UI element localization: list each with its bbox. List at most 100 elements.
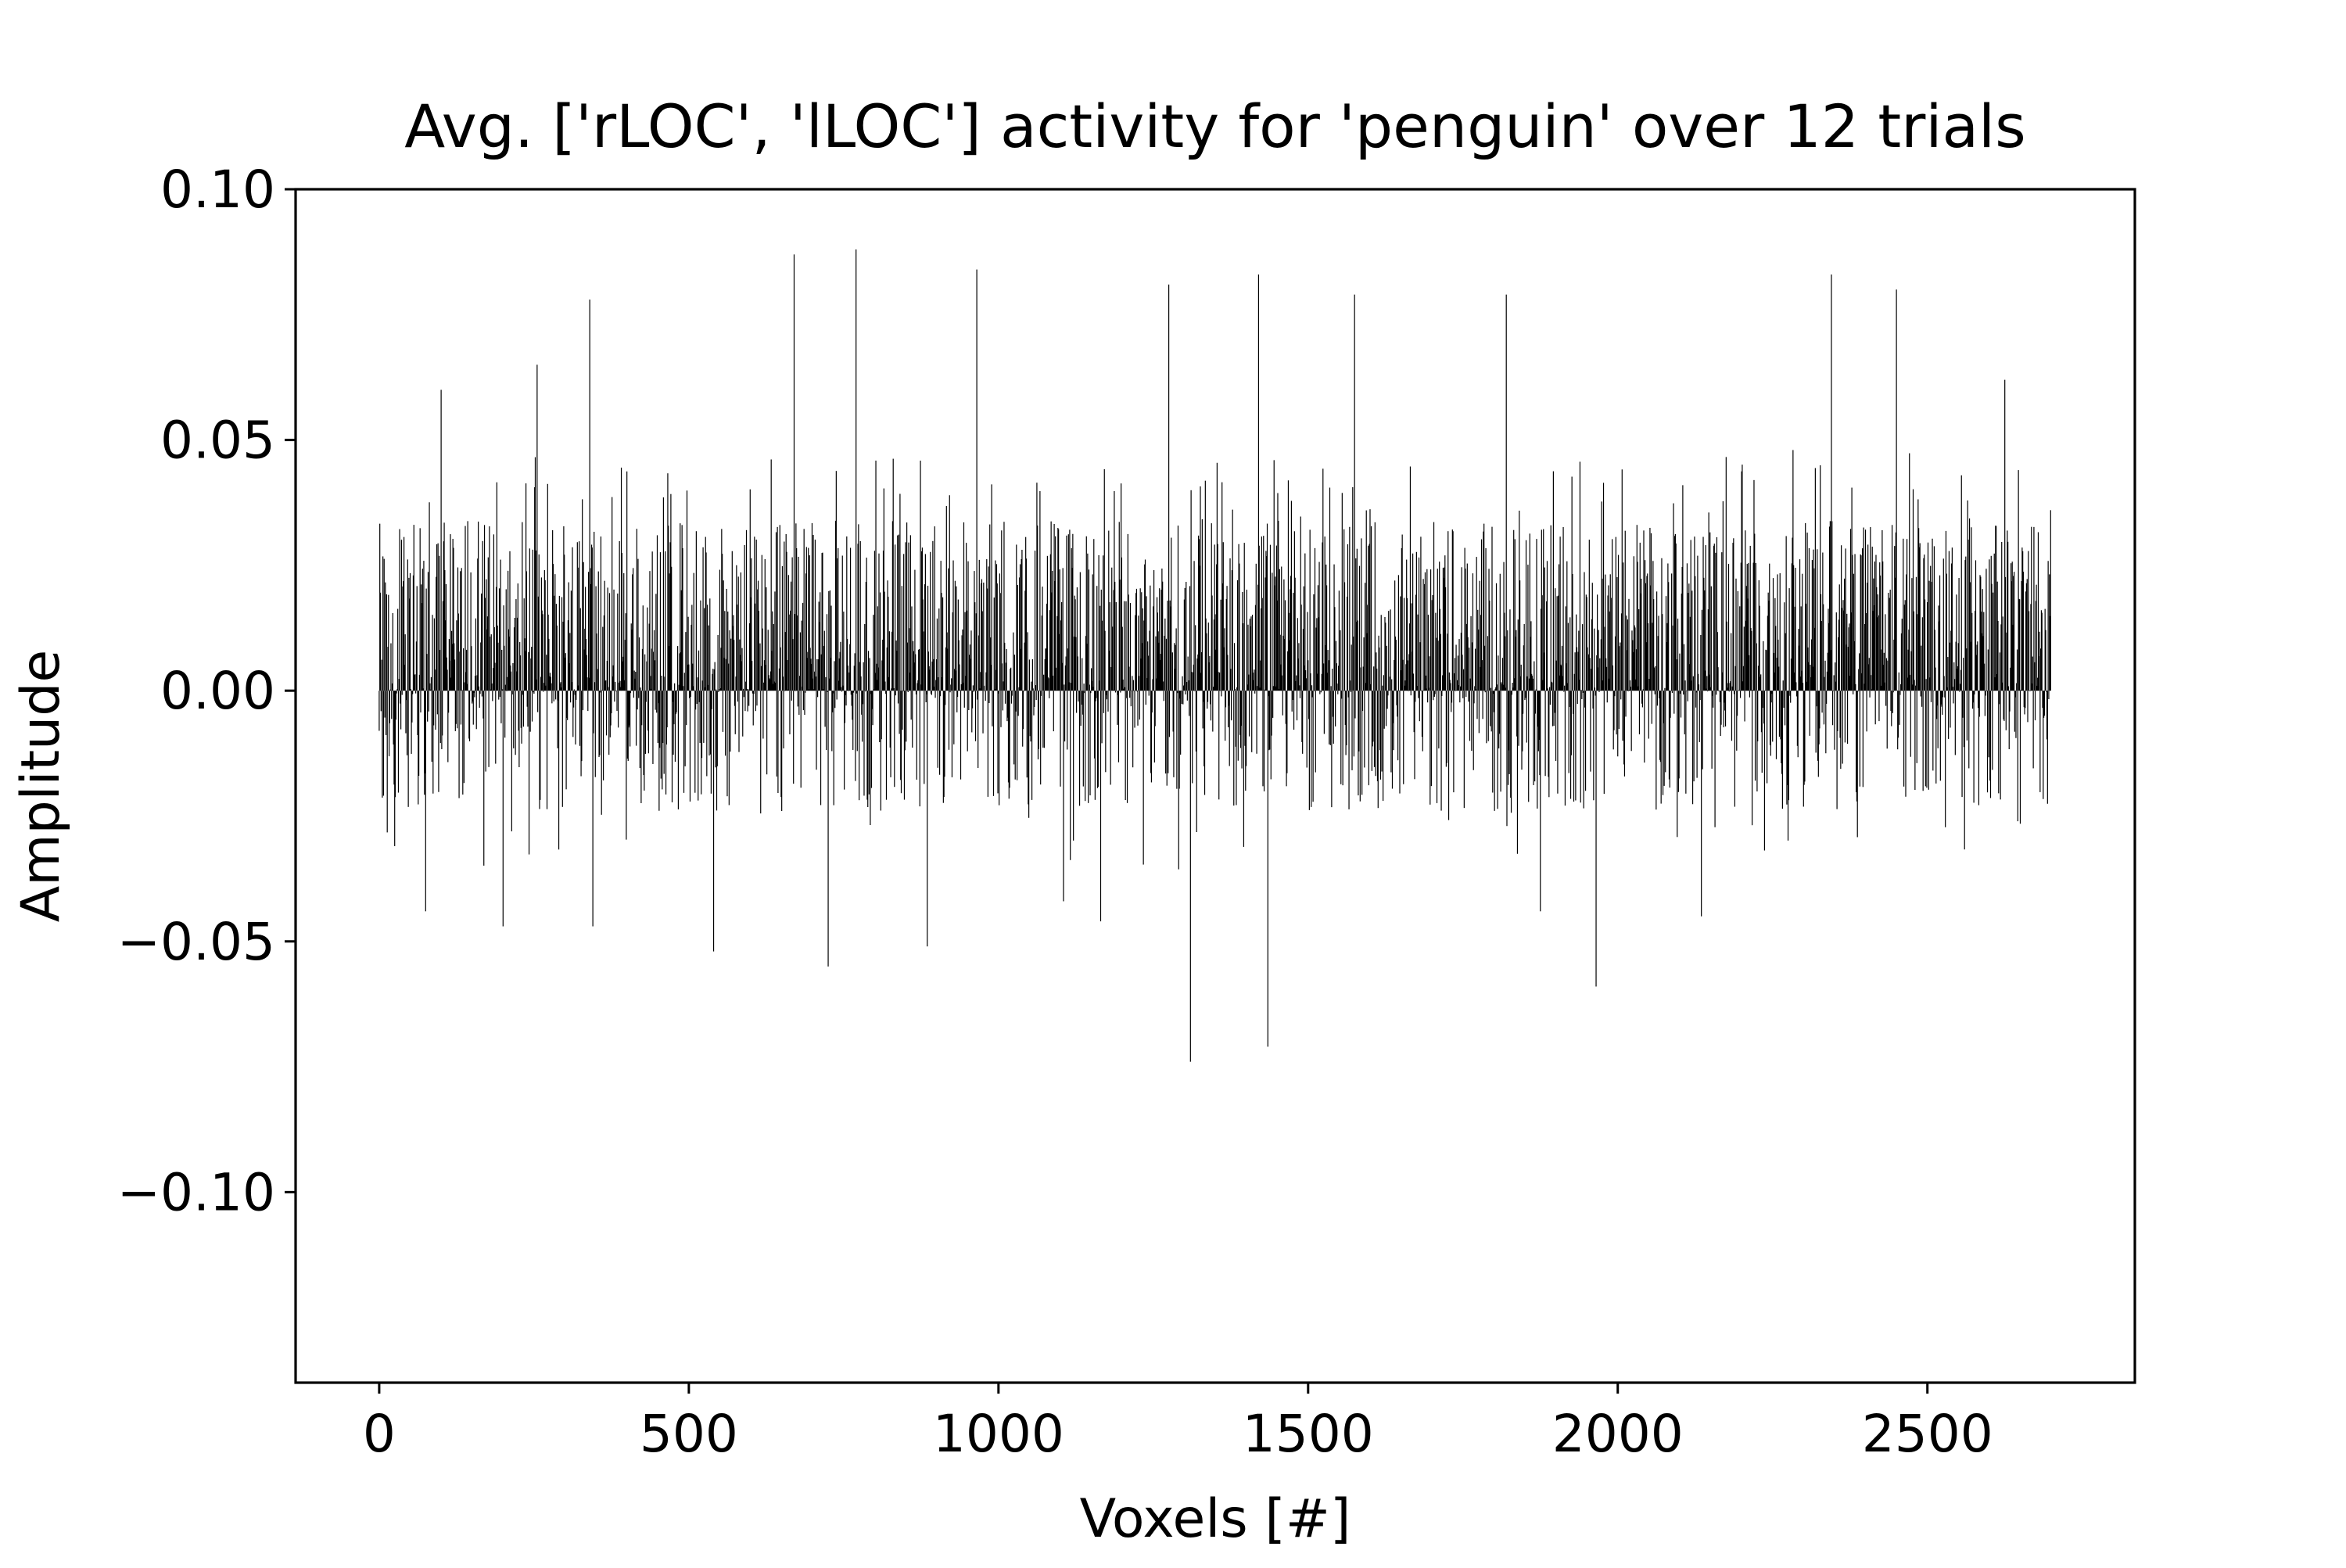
bar <box>737 576 739 691</box>
bar <box>1322 468 1324 691</box>
bar <box>1564 691 1566 806</box>
bar <box>905 542 906 691</box>
bar <box>1569 691 1572 799</box>
bar <box>1499 573 1501 691</box>
bar <box>1584 691 1586 708</box>
bar <box>541 610 543 691</box>
bar <box>1369 509 1371 691</box>
bar <box>966 543 967 691</box>
bar <box>1365 510 1367 691</box>
bar <box>551 691 553 704</box>
bar <box>1022 691 1024 730</box>
bar <box>1790 658 1792 691</box>
bar <box>462 691 464 795</box>
bar <box>454 659 456 691</box>
bar <box>1716 632 1718 691</box>
bar <box>931 691 932 695</box>
bar <box>1882 664 1885 691</box>
bar <box>1996 673 1997 691</box>
bar <box>1655 691 1657 810</box>
bar <box>948 568 949 691</box>
bar <box>1856 691 1858 802</box>
bar <box>664 676 665 691</box>
bar <box>1236 579 1239 691</box>
bar <box>653 651 655 691</box>
bar <box>989 524 991 691</box>
bar <box>577 685 579 691</box>
bar <box>816 658 818 691</box>
bar <box>1126 691 1128 698</box>
bar <box>1363 637 1365 691</box>
bar <box>1890 691 1892 712</box>
bar <box>591 547 593 691</box>
bar <box>1311 691 1313 698</box>
bar <box>548 638 550 691</box>
bar <box>1198 539 1200 691</box>
bar <box>793 254 795 691</box>
bar <box>2032 656 2033 691</box>
y-tick-label: −0.10 <box>117 1162 275 1222</box>
bar <box>875 460 877 691</box>
bar <box>1891 691 1892 727</box>
bar <box>1408 654 1410 691</box>
bar <box>540 577 542 691</box>
bar <box>1394 636 1397 691</box>
bar <box>1964 560 1966 691</box>
bar <box>956 691 959 698</box>
bar <box>1674 536 1676 691</box>
bar <box>2004 379 2006 691</box>
bar <box>1980 576 1982 691</box>
bar <box>658 691 660 811</box>
bar <box>857 544 859 691</box>
bar <box>1290 576 1292 691</box>
bar <box>881 660 883 691</box>
bar <box>643 691 644 776</box>
bar <box>575 691 576 745</box>
bar <box>625 613 626 691</box>
bar <box>988 566 989 691</box>
bar <box>1349 526 1351 691</box>
bar <box>1054 580 1056 691</box>
bar <box>1955 641 1957 691</box>
bar <box>1917 499 1919 691</box>
bar <box>923 631 924 691</box>
bar <box>1444 555 1446 691</box>
bar <box>1818 691 1820 745</box>
bar <box>1213 687 1214 691</box>
bar <box>1573 691 1575 802</box>
bar <box>2040 610 2043 691</box>
bar <box>1048 678 1049 691</box>
bar <box>1031 658 1033 691</box>
bar <box>566 691 568 719</box>
bar <box>2045 630 2046 691</box>
bar <box>1806 681 1807 691</box>
bar <box>440 389 442 691</box>
bar <box>1701 691 1702 917</box>
bar <box>974 691 977 741</box>
bar <box>842 685 844 691</box>
bar <box>1401 547 1402 691</box>
bar <box>1269 691 1271 750</box>
bar <box>1835 681 1837 691</box>
bar <box>1966 648 1968 691</box>
bar <box>1704 590 1706 691</box>
bar <box>1969 582 1971 691</box>
bar <box>1860 555 1862 691</box>
bar <box>1385 623 1386 691</box>
bar <box>1379 691 1381 751</box>
bar <box>2034 691 2036 721</box>
bar <box>806 658 808 691</box>
bar <box>1781 691 1783 809</box>
bar <box>466 684 468 691</box>
bar <box>820 691 822 806</box>
bar <box>1894 546 1896 691</box>
bar <box>904 691 906 751</box>
bar <box>1928 580 1930 691</box>
bar <box>512 662 514 691</box>
bar <box>378 691 380 731</box>
bar <box>726 588 727 691</box>
bar <box>570 590 572 691</box>
bar <box>877 606 878 691</box>
bar <box>1283 579 1285 691</box>
bar <box>1455 644 1457 691</box>
